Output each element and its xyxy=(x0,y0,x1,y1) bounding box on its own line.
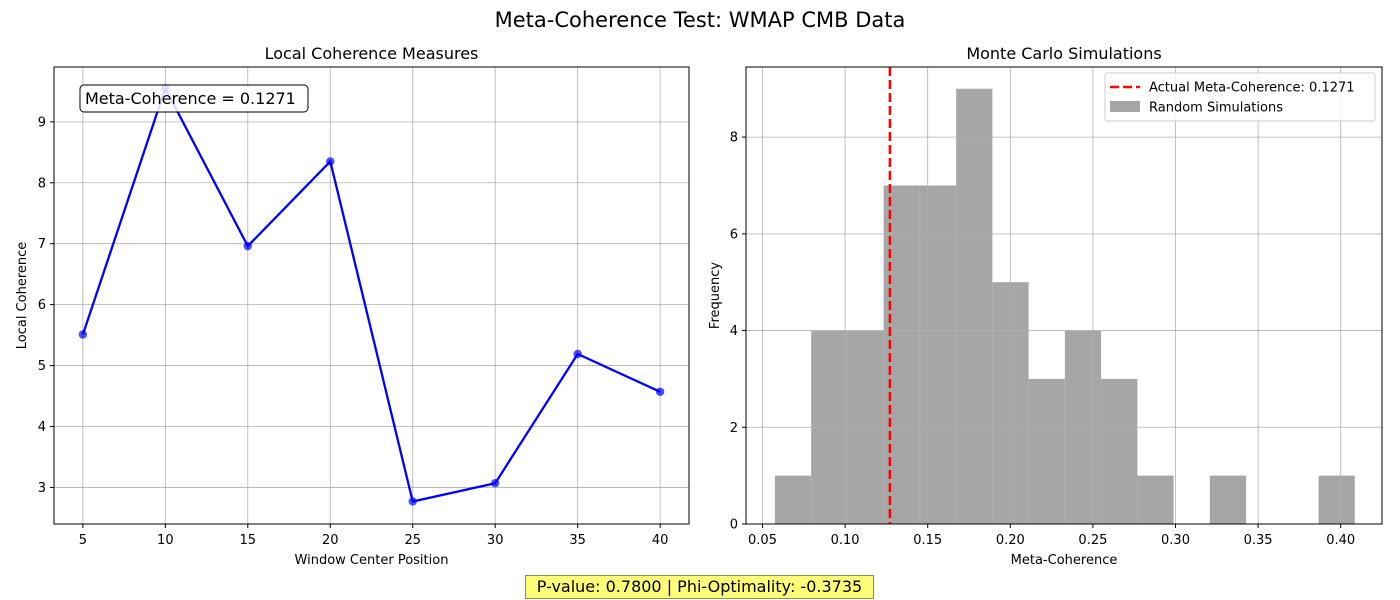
y-tick-label: 8 xyxy=(38,176,46,191)
x-tick-label: 0.25 xyxy=(1078,533,1107,548)
chart-title: Monte Carlo Simulations xyxy=(966,44,1161,63)
series-line xyxy=(81,87,661,503)
x-tick-label: 40 xyxy=(652,533,669,548)
data-point xyxy=(78,330,88,339)
histogram-bar xyxy=(774,475,812,524)
data-point xyxy=(408,497,417,506)
x-tick-label: 25 xyxy=(404,533,421,548)
x-tick-label: 0.35 xyxy=(1244,533,1273,548)
data-point xyxy=(326,157,335,166)
x-tick-label: 0.30 xyxy=(1161,533,1190,548)
x-tick-label: 0.05 xyxy=(748,533,777,548)
histogram-bar xyxy=(919,185,957,524)
y-tick-label: 4 xyxy=(38,420,46,435)
y-axis-label: Local Coherence xyxy=(15,242,30,350)
pvalue-phi-text: P-value: 0.7800 | Phi-Optimality: -0.373… xyxy=(536,577,863,596)
y-tick-label: 6 xyxy=(730,227,738,242)
x-tick-label: 0.15 xyxy=(913,533,942,548)
x-tick-label: 15 xyxy=(240,533,257,548)
axes-frame xyxy=(745,66,1383,525)
figure-suptitle: Meta-Coherence Test: WMAP CMB Data xyxy=(495,8,906,32)
y-tick-label: 0 xyxy=(730,518,738,533)
legend-frame xyxy=(1104,72,1376,122)
x-tick-label: 10 xyxy=(157,533,174,548)
y-tick-label: 4 xyxy=(730,324,738,339)
axes-frame xyxy=(53,66,690,525)
y-tick-label: 5 xyxy=(38,359,46,374)
data-point xyxy=(655,387,665,396)
histogram-monte-carlo: 0.05 0.10 0.15 0.20 0.25 0.30 0.35 0.40 0 2 4 6 8 Mon… xyxy=(708,44,1383,568)
pvalue-phi-box: P-value: 0.7800 | Phi-Optimality: -0.373… xyxy=(525,575,874,599)
x-tick-label: 20 xyxy=(322,533,339,548)
histogram-bar xyxy=(1101,378,1138,524)
x-axis-label: Window Center Position xyxy=(295,553,449,568)
histogram-bar xyxy=(1318,475,1355,524)
y-tick-label: 2 xyxy=(730,421,738,436)
x-axis-label: Meta-Coherence xyxy=(1011,553,1118,568)
histogram-bar xyxy=(1028,378,1065,524)
x-tick-label: 35 xyxy=(569,533,586,548)
legend: Actual Meta-Coherence: 0.1271 Random Simu… xyxy=(1104,72,1376,122)
y-tick-label: 6 xyxy=(38,298,46,313)
y-tick-label: 3 xyxy=(38,481,46,496)
data-point xyxy=(573,349,582,359)
histogram-bar xyxy=(956,88,993,524)
x-tick-label: 0.20 xyxy=(996,533,1025,548)
x-tick-label: 0.10 xyxy=(831,533,860,548)
x-tick-label: 0.40 xyxy=(1326,533,1355,548)
legend-label-random: Random Simulations xyxy=(1149,101,1283,116)
y-axis-label: Frequency xyxy=(708,262,723,329)
annotation-box xyxy=(79,84,309,113)
data-point xyxy=(491,478,500,488)
y-tick-label: 7 xyxy=(38,237,46,252)
line-chart-local-coherence: 5 10 15 20 25 30 35 40 3 4 5 6 7 8 9 Local Coherence Me… xyxy=(15,44,690,568)
legend-patch-swatch xyxy=(1110,101,1140,112)
x-tick-label: 5 xyxy=(79,533,87,548)
annotation-text: Meta-Coherence = 0.1271 xyxy=(85,89,296,108)
data-point xyxy=(243,241,252,251)
histogram-bar xyxy=(1209,475,1247,524)
histogram-bar xyxy=(1137,475,1174,524)
legend-label-actual: Actual Meta-Coherence: 0.1271 xyxy=(1149,81,1355,96)
x-tick-label: 30 xyxy=(487,533,504,548)
chart-title: Local Coherence Measures xyxy=(265,44,479,63)
y-tick-label: 8 xyxy=(730,131,738,146)
y-tick-label: 9 xyxy=(38,115,46,130)
